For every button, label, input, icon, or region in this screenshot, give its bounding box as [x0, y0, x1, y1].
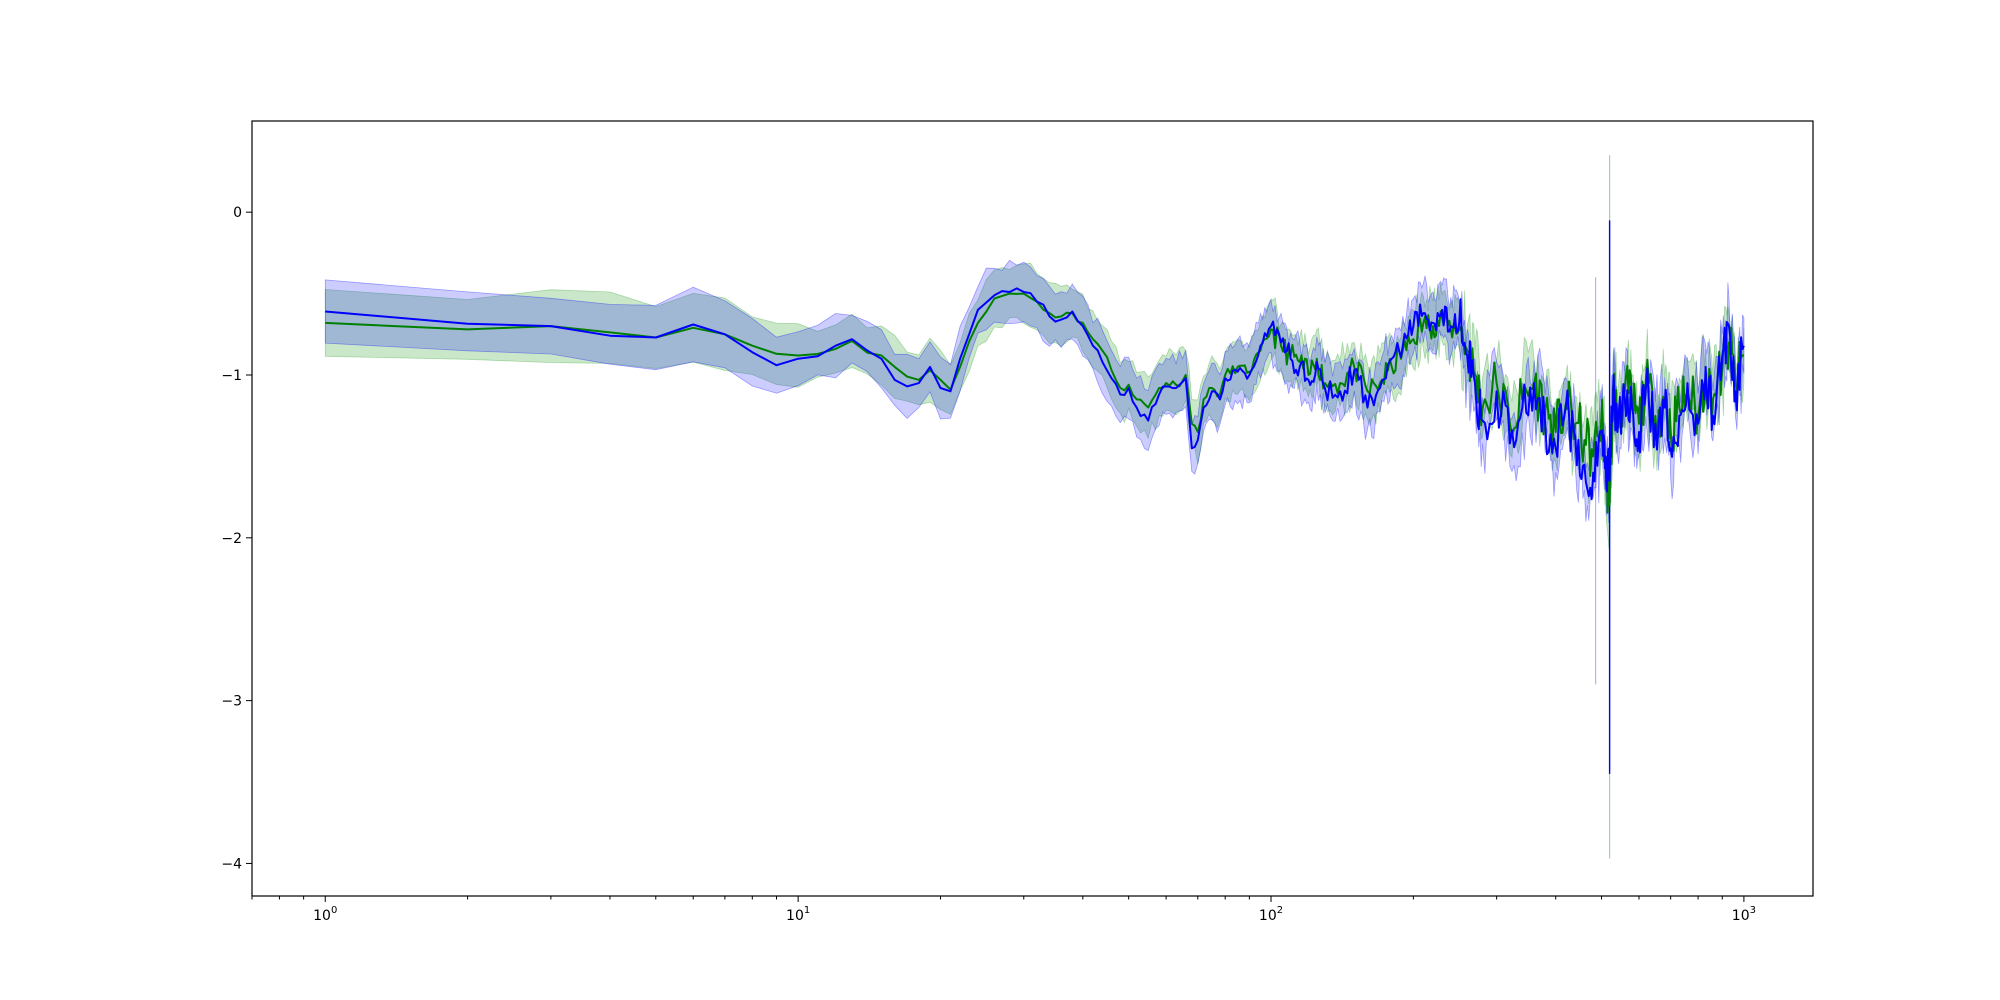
x-tick-label: 102: [1259, 905, 1283, 924]
y-tick-label: −4: [221, 856, 242, 872]
series-2-band: [324, 259, 1745, 523]
axes-frame: [251, 120, 1814, 897]
x-axis: 100 101 102 103: [251, 896, 1756, 924]
y-tick-label: −3: [221, 694, 242, 710]
x-tick-label: 101: [786, 905, 810, 924]
y-tick-label: −1: [221, 368, 242, 384]
series-2-line: [325, 287, 1745, 501]
x-tick-label: 103: [1732, 905, 1756, 924]
series-1-band: [324, 262, 1745, 550]
y-tick-label: 0: [233, 205, 242, 221]
x-tick-label: 100: [313, 905, 337, 924]
y-axis: 0 −1 −2 −3 −4: [221, 205, 252, 872]
plot-area: [324, 155, 1745, 859]
y-tick-label: −2: [221, 531, 242, 547]
